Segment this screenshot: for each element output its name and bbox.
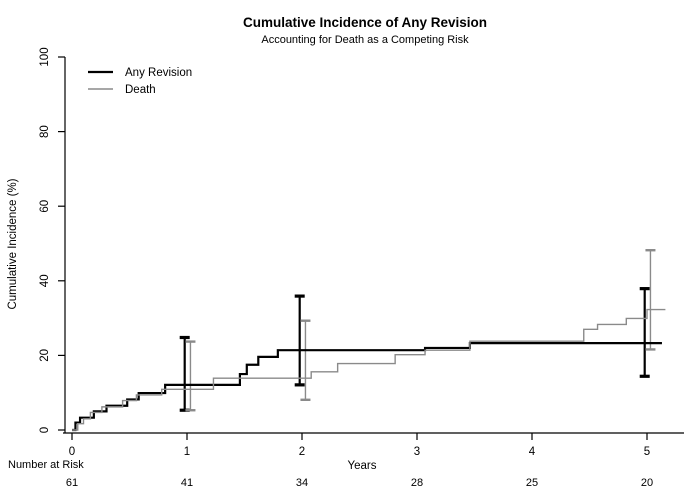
- x-tick-label: 5: [644, 446, 650, 458]
- x-tick-label: 0: [69, 446, 75, 458]
- number-at-risk-value: 34: [296, 477, 308, 489]
- error-bars: [179, 249, 656, 412]
- legend-label: Death: [125, 84, 156, 96]
- x-tick-label: 4: [529, 446, 536, 458]
- y-tick-label: 20: [39, 349, 51, 362]
- series-curves: [72, 308, 666, 432]
- number-at-risk-value: 61: [66, 477, 78, 489]
- y-tick-label: 40: [39, 274, 51, 287]
- number-at-risk-row: 61 41 34 28 25 20: [66, 477, 653, 489]
- legend: Any Revision Death: [88, 67, 192, 96]
- step-curve-death: [72, 308, 666, 431]
- number-at-risk-value: 41: [181, 477, 193, 489]
- step-curve-any-revision: [72, 341, 662, 432]
- y-axis-ticks: 0 20 40 60 80 100: [39, 47, 65, 433]
- number-at-risk-label: Number at Risk: [8, 459, 84, 471]
- number-at-risk-value: 28: [411, 477, 423, 489]
- y-tick-label: 80: [39, 125, 51, 138]
- x-axis-ticks: 0 1 2 3 4 5: [69, 433, 650, 458]
- legend-label: Any Revision: [125, 67, 192, 79]
- x-axis-label: Years: [348, 460, 377, 472]
- x-tick-label: 1: [184, 446, 190, 458]
- y-tick-label: 60: [39, 200, 51, 213]
- x-tick-label: 3: [414, 446, 420, 458]
- number-at-risk-value: 20: [641, 477, 653, 489]
- chart-title: Cumulative Incidence of Any Revision: [243, 15, 487, 30]
- y-tick-label: 0: [39, 427, 51, 433]
- number-at-risk-value: 25: [526, 477, 538, 489]
- chart-subtitle: Accounting for Death as a Competing Risk: [261, 34, 469, 46]
- x-tick-label: 2: [299, 446, 305, 458]
- y-tick-label: 100: [39, 47, 51, 66]
- y-axis-label: Cumulative Incidence (%): [7, 178, 19, 309]
